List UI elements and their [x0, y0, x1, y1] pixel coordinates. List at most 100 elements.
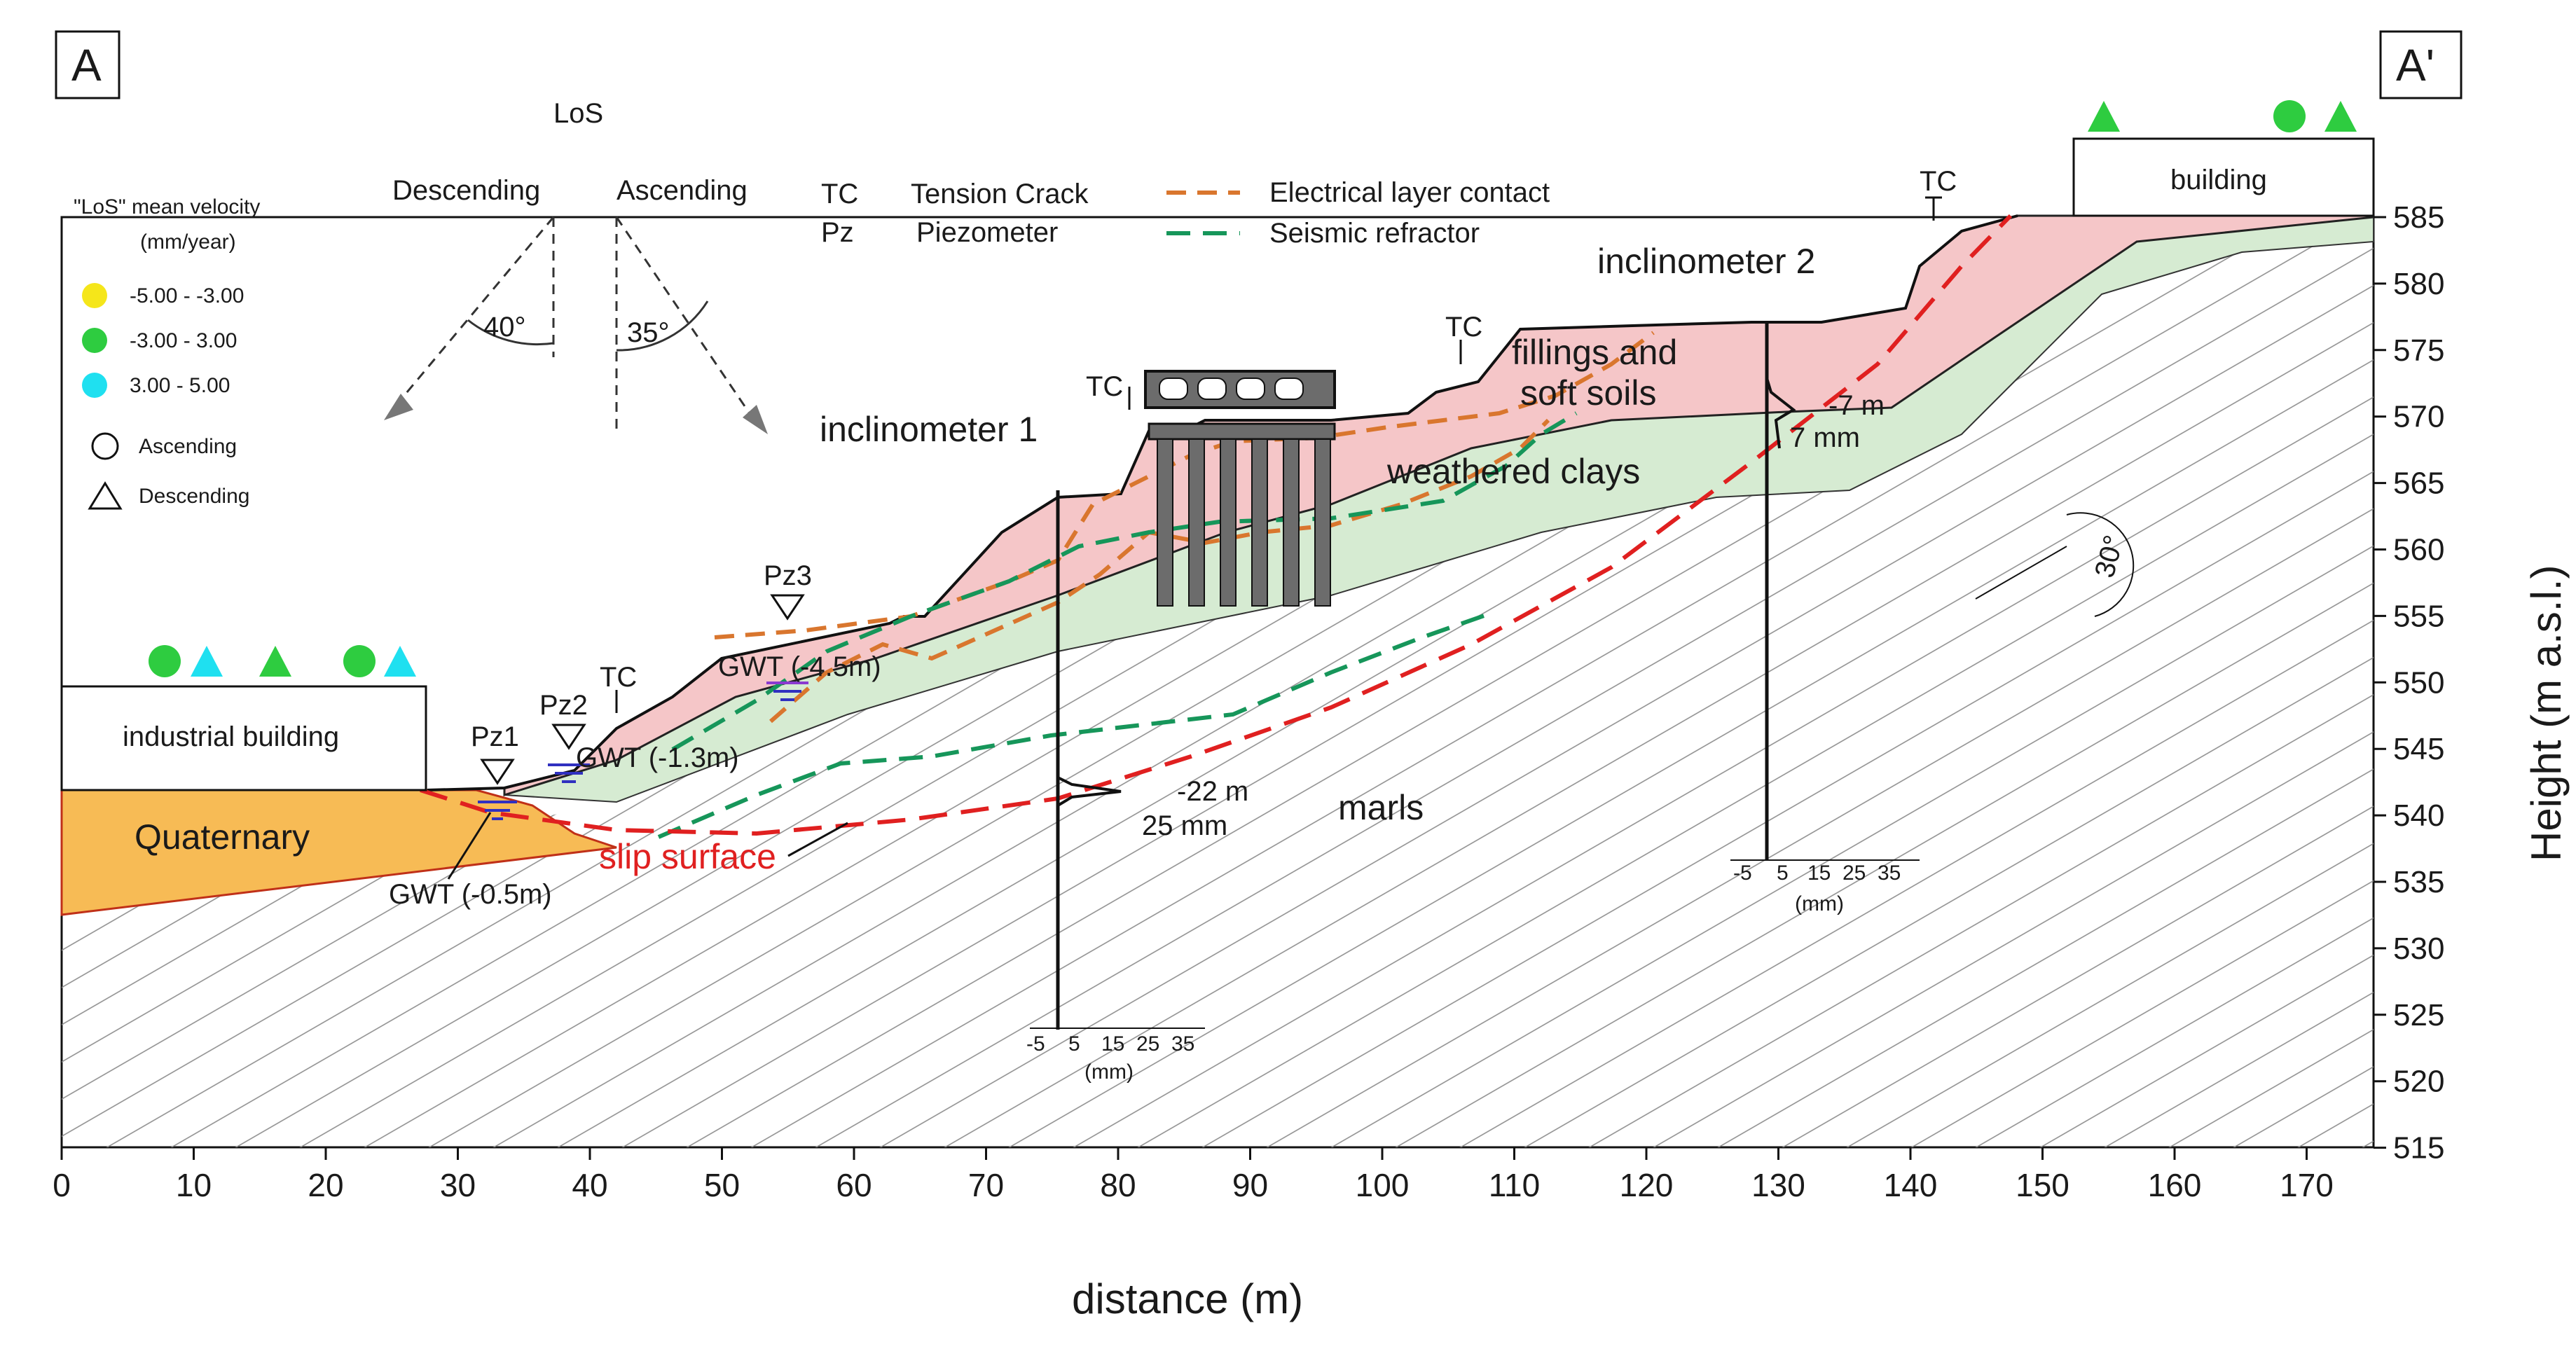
y-tick-label: 530 [2393, 932, 2444, 966]
velocity-range-label: 3.00 - 5.00 [130, 374, 230, 397]
descending-symbol-label: Descending [139, 485, 249, 508]
x-tick-label: 110 [1489, 1167, 1540, 1203]
piezometer-pz3 [766, 594, 808, 701]
x-tick-label: 60 [836, 1167, 872, 1203]
panel-label-box-right [2379, 30, 2463, 99]
slip-surface-line [420, 214, 2013, 836]
velocity-swatch-yellow [82, 283, 107, 308]
industrial-building-label: industrial building [123, 721, 339, 752]
los-title: LoS [553, 98, 603, 129]
y-tick-label: 580 [2393, 267, 2444, 301]
inc2-scale-tick: 5 [1777, 862, 1789, 885]
x-tick-label: 130 [1751, 1167, 1805, 1203]
los-ascending-label: Ascending [617, 175, 748, 206]
weathered-clays-label: weathered clays [1386, 452, 1640, 491]
x-tick-label: 140 [1884, 1167, 1938, 1203]
ascending-symbol-label: Ascending [139, 435, 237, 458]
inc1-scale-tick: -5 [1026, 1032, 1045, 1056]
inc1-disp-label: 25 mm [1142, 810, 1227, 841]
gwt1-label: GWT (-0.5m) [389, 879, 552, 910]
dip-indicator [1975, 512, 2135, 617]
y-tick-label: 525 [2393, 998, 2444, 1032]
inclinometer-2-label: inclinometer 2 [1597, 242, 1815, 281]
legend-seismic-text: Seismic refractor [1269, 218, 1480, 249]
y-tick-label: 575 [2393, 333, 2444, 368]
y-axis-title: Height (m a.s.l.) [2523, 565, 2570, 862]
x-tick-label: 10 [176, 1167, 212, 1203]
y-tick-label: 560 [2393, 533, 2444, 567]
los-geometry [391, 216, 758, 434]
y-tick-label: 535 [2393, 865, 2444, 899]
y-tick-label: 555 [2393, 599, 2444, 633]
x-tick-label: 120 [1620, 1167, 1674, 1203]
pz2-label: Pz2 [539, 690, 588, 721]
ascending-symbol [91, 432, 119, 460]
inc1-scale-tick: 5 [1068, 1032, 1080, 1056]
inc2-scale-tick: 15 [1807, 862, 1831, 885]
inclinometer-1-label: inclinometer 1 [820, 410, 1038, 449]
fillings-label-1: fillings and [1512, 333, 1677, 372]
pz3-label: Pz3 [764, 560, 812, 591]
panel-label-right: A' [2396, 40, 2434, 90]
building [2072, 137, 2375, 217]
legend-pz-text: Piezometer [916, 217, 1058, 248]
x-tick-label: 90 [1232, 1167, 1268, 1203]
velocity-range-label: -5.00 - -3.00 [130, 284, 244, 307]
inc2-disp-label: 7 mm [1790, 422, 1860, 453]
x-tick-label: 20 [308, 1167, 343, 1203]
los-arrows [384, 394, 768, 434]
y-tick-label: 585 [2393, 200, 2444, 235]
tc-label: TC [1086, 371, 1123, 402]
x-tick-label: 80 [1100, 1167, 1136, 1203]
y-tick-label: 540 [2393, 798, 2444, 833]
tc-label: TC [1920, 166, 1957, 197]
inc1-scale-tick: 35 [1171, 1032, 1194, 1056]
y-tick-label: 550 [2393, 665, 2444, 700]
x-tick-label: 40 [572, 1167, 607, 1203]
x-axis-title: distance (m) [1072, 1275, 1303, 1322]
y-tick-label: 570 [2393, 400, 2444, 434]
bridge-structure [1144, 370, 1336, 607]
los-angle-ascending: 35° [627, 317, 670, 348]
inc2-scale-tick: -5 [1733, 862, 1752, 885]
y-tick-label: 545 [2393, 732, 2444, 766]
y-tick-label: 520 [2393, 1065, 2444, 1099]
inc1-scale-tick: 15 [1101, 1032, 1124, 1056]
los-descending-label: Descending [392, 175, 540, 206]
y-axis: 585 580 575 570 565 560 555 550 545 540 535 530 525 5… [2374, 200, 2444, 1165]
legend-tc-text: Tension Crack [911, 179, 1089, 209]
piezometer-pz2 [548, 724, 590, 783]
x-tick-label: 50 [704, 1167, 740, 1203]
inc1-scale-unit: (mm) [1084, 1060, 1134, 1084]
panel-label-box-left [55, 30, 120, 99]
y-tick-label: 565 [2393, 466, 2444, 501]
legend-electrical-text: Electrical layer contact [1269, 177, 1550, 208]
x-tick-label: 160 [2148, 1167, 2202, 1203]
seismic-refractor-line-2 [657, 611, 1493, 839]
building-label: building [2170, 165, 2267, 195]
velocity-legend-title-1: "LoS" mean velocity [74, 195, 260, 219]
velocity-swatch-green [82, 328, 107, 353]
inclinometer-1-profile [1056, 776, 1122, 807]
x-tick-label: 30 [440, 1167, 476, 1203]
inc2-depth-label: -7 m [1828, 390, 1885, 421]
slip-pointer [787, 822, 848, 857]
tc-label: TC [1445, 312, 1482, 343]
x-tick-label: 70 [968, 1167, 1004, 1203]
marls-layer [62, 242, 2374, 1147]
x-tick-label: 0 [53, 1167, 71, 1203]
quaternary-label: Quaternary [135, 817, 310, 857]
gwt2-label: GWT (-1.3m) [576, 742, 739, 773]
legend-tc-abbr: TC [821, 179, 858, 209]
slip-surface-label: slip surface [599, 837, 776, 876]
inc2-scale-tick: 35 [1878, 862, 1901, 885]
ps-markers-right [2088, 100, 2357, 132]
panel-label-left: A [71, 40, 102, 90]
x-tick-label: 150 [2016, 1167, 2069, 1203]
x-axis: 0 10 20 30 40 50 60 70 80 90 100 110 120 130 140 150 160… [53, 1147, 2334, 1203]
inc1-depth-label: -22 m [1177, 776, 1248, 807]
descending-symbol [88, 481, 123, 510]
seismic-refractor-line [671, 411, 1578, 752]
pz1-label: Pz1 [471, 721, 519, 752]
